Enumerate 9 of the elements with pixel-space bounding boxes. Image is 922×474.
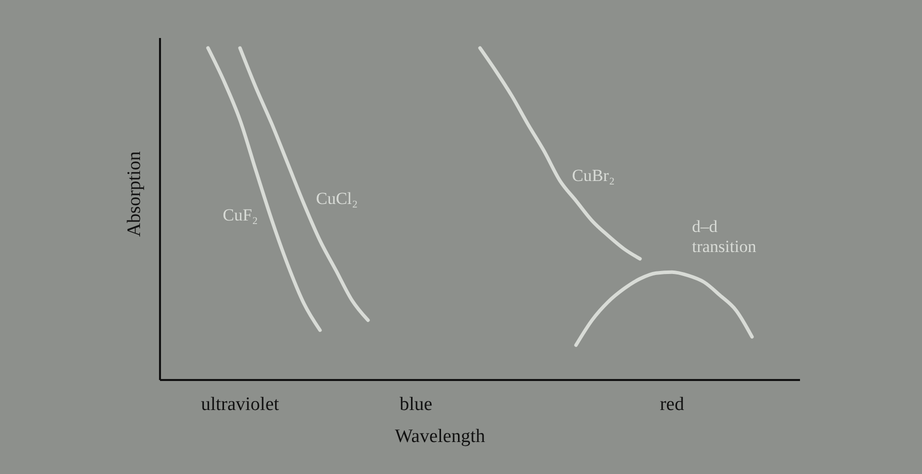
x-tick-label: red: [660, 394, 685, 415]
series-label: CuBr₂: [572, 166, 615, 185]
x-tick-label: ultraviolet: [200, 394, 280, 415]
series-label: CuF₂: [222, 206, 258, 225]
series-label: d–d transition: [692, 217, 757, 256]
series-label: CuCl₂: [316, 189, 358, 208]
x-axis-title: Wavelength: [394, 426, 486, 447]
x-tick-label: blue: [400, 394, 432, 415]
y-axis-title: Absorption: [124, 150, 145, 237]
